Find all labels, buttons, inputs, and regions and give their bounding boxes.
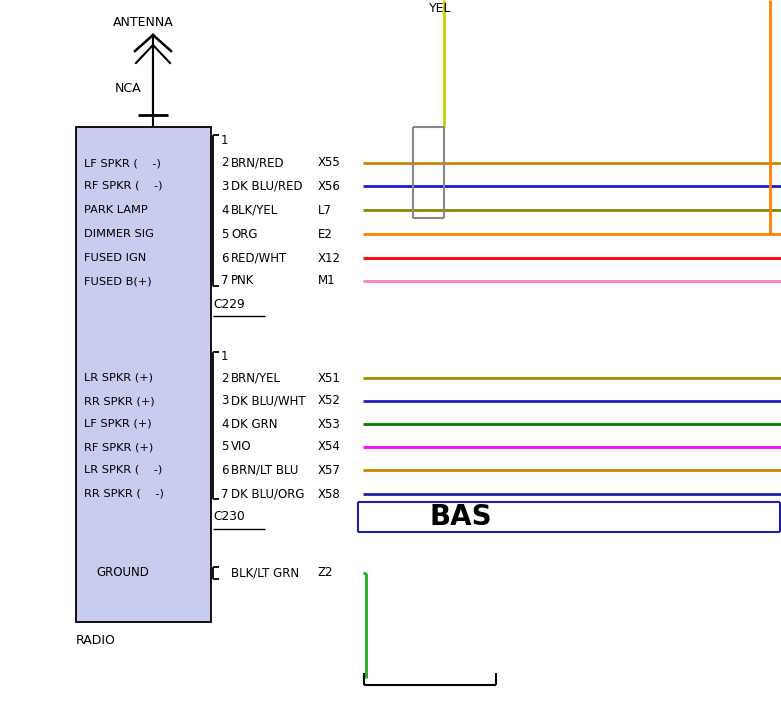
Text: X58: X58 — [318, 488, 341, 500]
Text: DIMMER SIG: DIMMER SIG — [84, 229, 154, 239]
Text: Z2: Z2 — [318, 566, 333, 579]
Text: X55: X55 — [318, 157, 341, 169]
Bar — [76, 127, 211, 622]
Text: RADIO: RADIO — [76, 633, 116, 646]
Text: BRN/YEL: BRN/YEL — [231, 372, 281, 385]
Text: ORG: ORG — [231, 227, 258, 240]
Text: 4: 4 — [221, 204, 229, 217]
Text: X53: X53 — [318, 418, 341, 430]
Text: X56: X56 — [318, 179, 341, 192]
Text: X12: X12 — [318, 252, 341, 265]
Text: 1: 1 — [221, 350, 229, 363]
Text: L7: L7 — [318, 204, 332, 217]
Text: PNK: PNK — [231, 275, 255, 287]
Text: GROUND: GROUND — [96, 566, 149, 579]
Text: PARK LAMP: PARK LAMP — [84, 205, 148, 215]
Text: BLK/LT GRN: BLK/LT GRN — [231, 566, 299, 579]
Text: 6: 6 — [221, 252, 229, 265]
Text: RED/WHT: RED/WHT — [231, 252, 287, 265]
Text: X57: X57 — [318, 463, 341, 476]
Text: BAS: BAS — [430, 503, 493, 531]
Text: BRN/RED: BRN/RED — [231, 157, 284, 169]
Text: E2: E2 — [318, 227, 333, 240]
Text: DK GRN: DK GRN — [231, 418, 277, 430]
Text: LR SPKR (    -): LR SPKR ( -) — [84, 465, 162, 475]
Text: 4: 4 — [221, 418, 229, 430]
Text: RR SPKR (    -): RR SPKR ( -) — [84, 489, 164, 499]
Text: LF SPKR (+): LF SPKR (+) — [84, 419, 152, 429]
Text: DK BLU/WHT: DK BLU/WHT — [231, 395, 305, 408]
Text: BRN/LT BLU: BRN/LT BLU — [231, 463, 298, 476]
Text: RR SPKR (+): RR SPKR (+) — [84, 396, 155, 406]
Text: C229: C229 — [213, 297, 244, 310]
Text: 2: 2 — [221, 372, 229, 385]
Text: 1: 1 — [221, 134, 229, 147]
Text: FUSED B(+): FUSED B(+) — [84, 276, 152, 286]
Text: DK BLU/RED: DK BLU/RED — [231, 179, 302, 192]
Text: FUSED IGN: FUSED IGN — [84, 253, 146, 263]
Text: RF SPKR (+): RF SPKR (+) — [84, 442, 153, 452]
Text: YEL: YEL — [429, 1, 451, 14]
Text: RF SPKR (    -): RF SPKR ( -) — [84, 181, 162, 191]
Text: 7: 7 — [221, 275, 229, 287]
Text: 2: 2 — [221, 157, 229, 169]
Text: X52: X52 — [318, 395, 341, 408]
Text: 6: 6 — [221, 463, 229, 476]
Text: C230: C230 — [213, 511, 244, 523]
Text: VIO: VIO — [231, 440, 251, 453]
Text: X54: X54 — [318, 440, 341, 453]
Text: 7: 7 — [221, 488, 229, 500]
Text: NCA: NCA — [115, 82, 141, 94]
Text: DK BLU/ORG: DK BLU/ORG — [231, 488, 305, 500]
Text: BLK/YEL: BLK/YEL — [231, 204, 278, 217]
Text: 3: 3 — [221, 179, 228, 192]
Text: X51: X51 — [318, 372, 341, 385]
Text: 5: 5 — [221, 440, 228, 453]
Text: LF SPKR (    -): LF SPKR ( -) — [84, 158, 161, 168]
Text: 3: 3 — [221, 395, 228, 408]
Text: LR SPKR (+): LR SPKR (+) — [84, 373, 153, 383]
Text: ANTENNA: ANTENNA — [113, 16, 173, 29]
Text: M1: M1 — [318, 275, 336, 287]
Text: 5: 5 — [221, 227, 228, 240]
